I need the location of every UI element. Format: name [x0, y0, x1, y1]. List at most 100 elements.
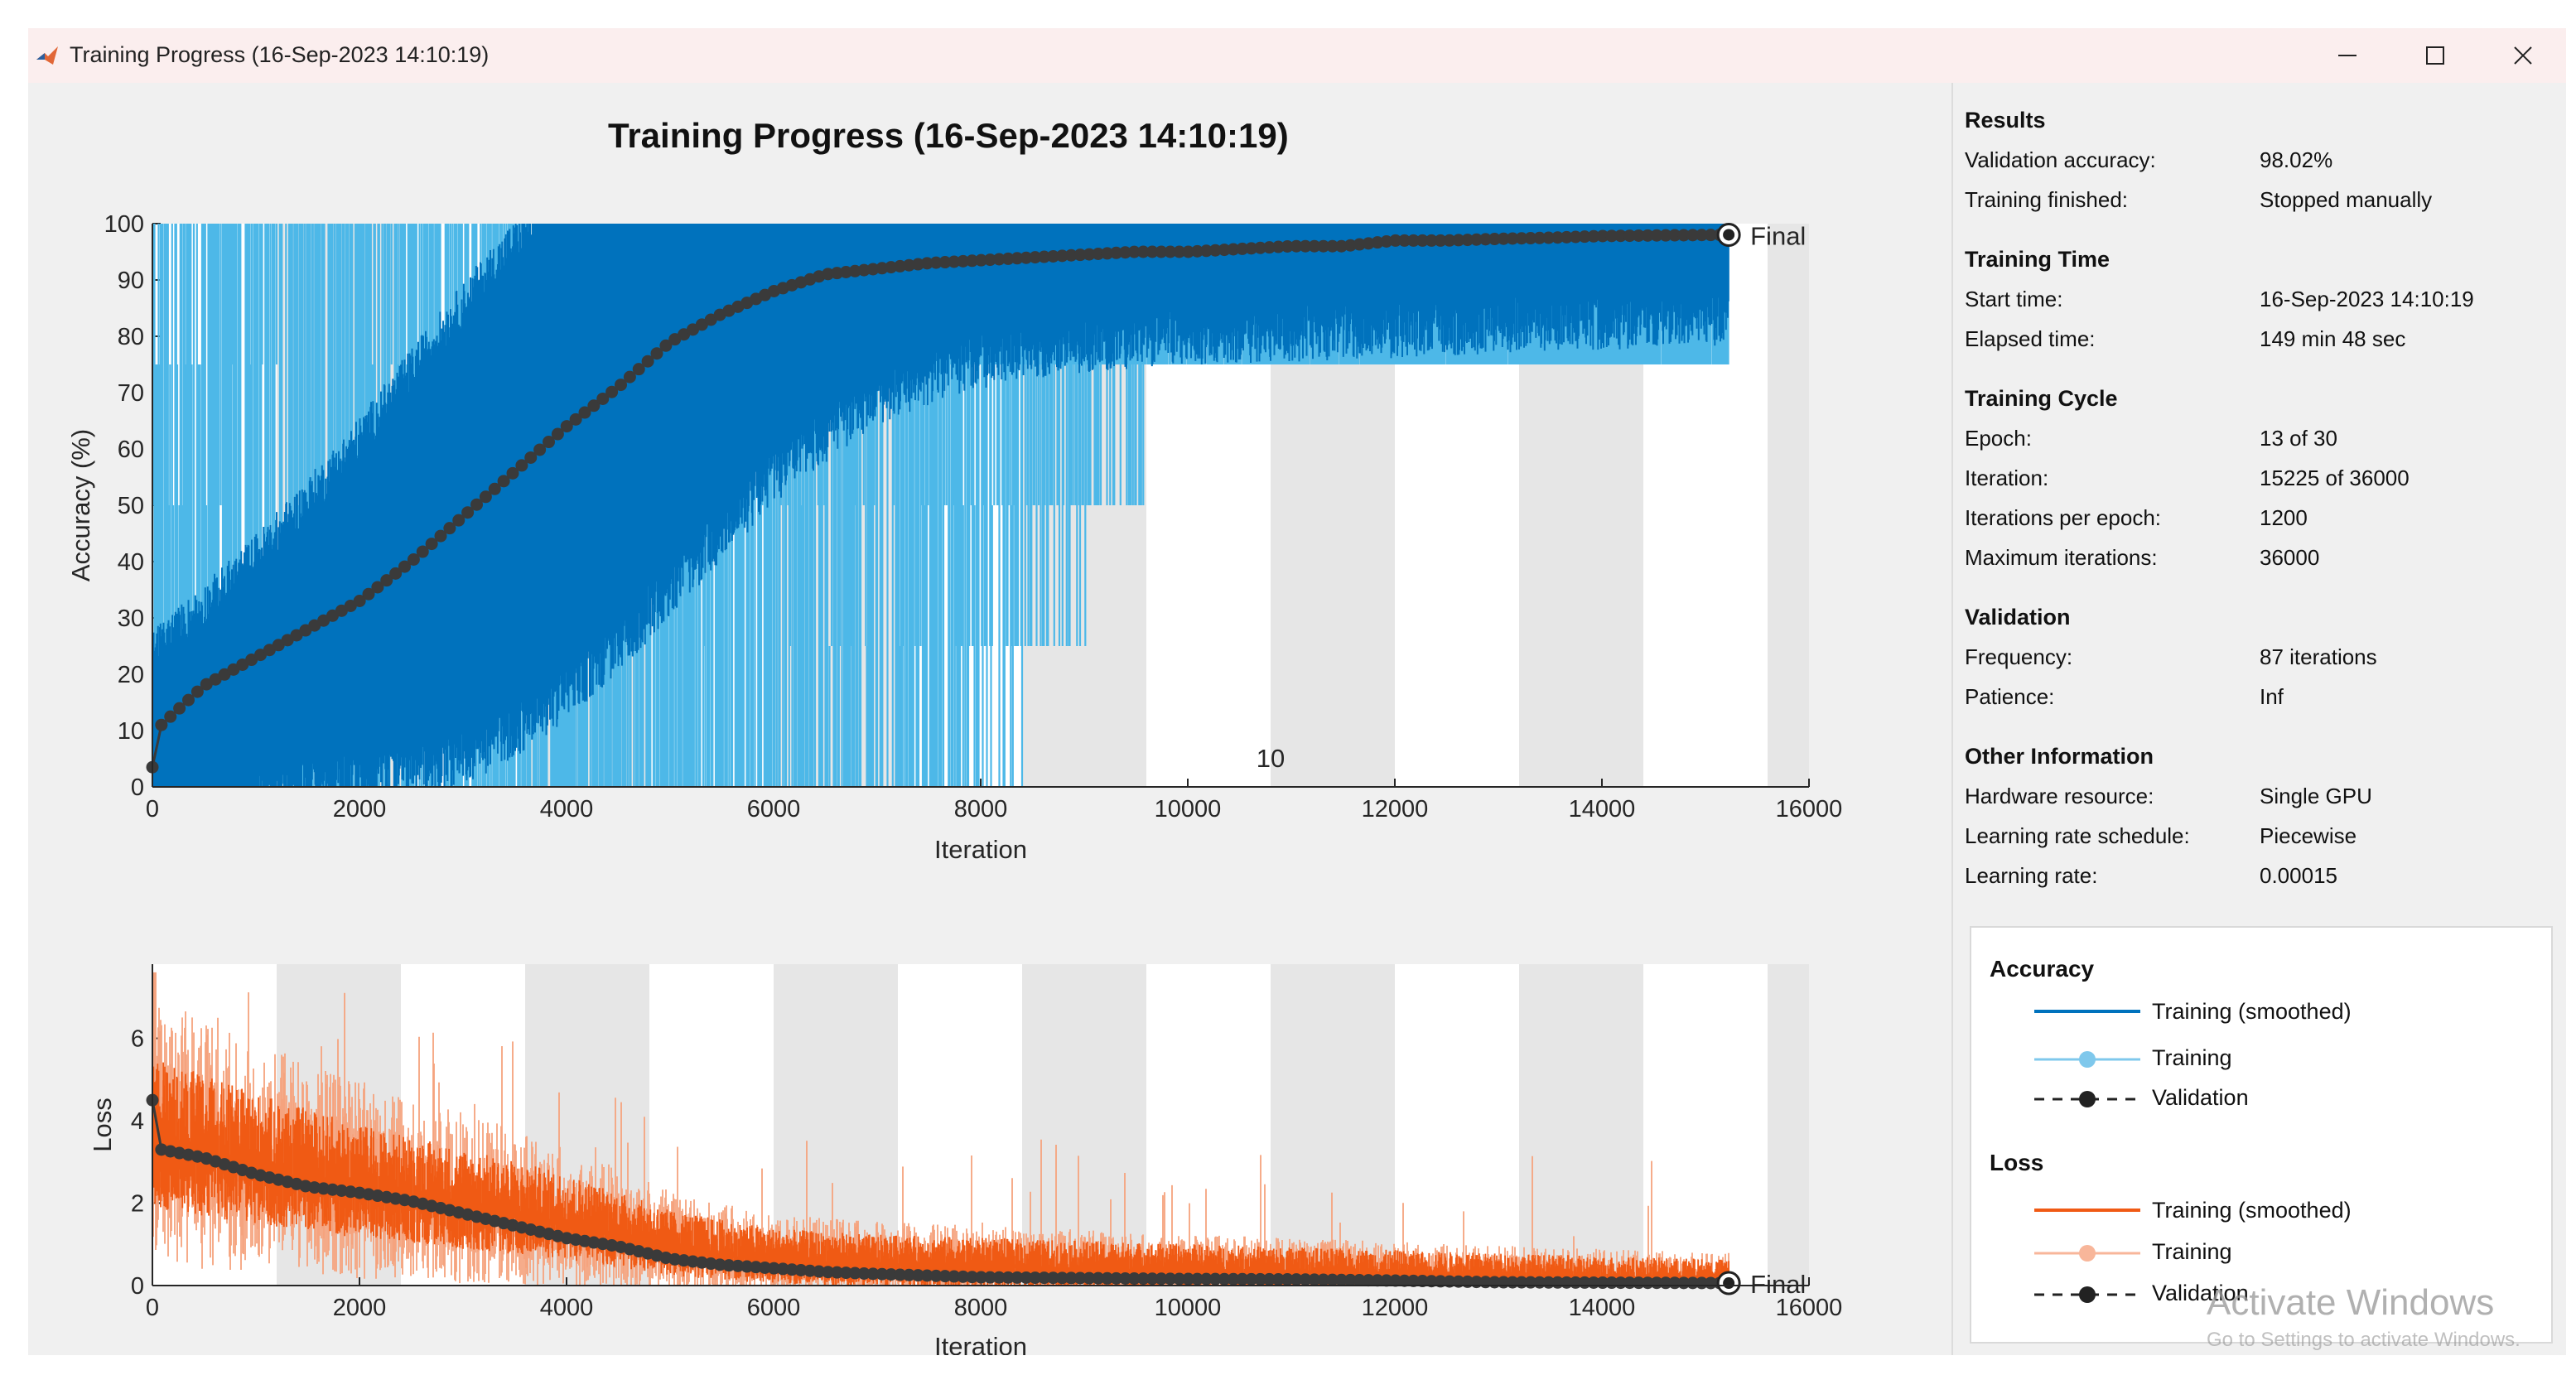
epoch-value: 13 of 30 [2260, 426, 2337, 451]
validation-point [848, 1266, 861, 1280]
x-tick-label: 12000 [1362, 1295, 1429, 1321]
validation-point [308, 1181, 321, 1194]
validation-point [722, 1259, 736, 1272]
info-label: Validation accuracy: [1965, 147, 2156, 172]
validation-point [1488, 233, 1501, 246]
start-time-value: 16-Sep-2023 14:10:19 [2260, 287, 2474, 311]
x-tick-label: 8000 [954, 1295, 1008, 1321]
final-marker-dot [1723, 1277, 1735, 1290]
validation-point [1470, 233, 1483, 246]
validation-point [461, 506, 475, 519]
validation-point [1029, 1271, 1042, 1285]
validation-point [407, 552, 420, 566]
validation-point [1038, 1271, 1051, 1285]
activate-windows-watermark: Activate Windows [2207, 1282, 2495, 1323]
validation-point [443, 522, 456, 535]
validation-point [992, 253, 1006, 266]
legend-loss-validation: Validation [2152, 1281, 2249, 1305]
x-tick-label: 4000 [540, 796, 594, 823]
validation-point [1236, 242, 1249, 255]
legend-loss-training-swatch [2034, 1245, 2140, 1262]
validation-point [1083, 1271, 1096, 1285]
x-tick-label: 4000 [540, 1295, 594, 1321]
y-axis-label: Accuracy (%) [66, 429, 95, 581]
close-button[interactable] [2488, 33, 2558, 78]
validation-point [335, 1184, 348, 1197]
validation-point [317, 1182, 330, 1195]
validation-point [425, 538, 438, 551]
validation-point [1704, 229, 1717, 242]
final-label: Final [1750, 1270, 1806, 1299]
validation-point [1290, 239, 1303, 253]
validation-point [524, 451, 538, 464]
info-label: Hardware resource: [1965, 784, 2154, 808]
legend-acc-training-swatch [2034, 1051, 2140, 1068]
validation-point [929, 1269, 943, 1282]
validation-point [164, 710, 177, 723]
y-tick-label: 0 [131, 774, 144, 801]
validation-point [1254, 1272, 1267, 1286]
title-bar[interactable]: Training Progress (16-Sep-2023 14:10:19) [28, 28, 2566, 83]
validation-point [767, 1262, 780, 1275]
validation-point [1182, 1272, 1195, 1286]
training-progress-window: Training Progress (16-Sep-2023 14:10:19)… [28, 28, 2566, 1355]
validation-point [1380, 1274, 1393, 1287]
validation-point [876, 1267, 889, 1281]
validation-point [1371, 1274, 1384, 1287]
validation-point [1506, 232, 1519, 245]
validation-point [1011, 1271, 1024, 1284]
validation-point [1101, 1271, 1114, 1285]
validation-point [1191, 244, 1204, 258]
validation-point [803, 1264, 817, 1277]
info-scroll-area[interactable]: Results Validation accuracy: 98.02% Trai… [1965, 103, 2545, 901]
legend-acc-smoothed: Training (smoothed) [2152, 999, 2352, 1024]
validation-point [894, 1268, 907, 1281]
legend-acc-training: Training [2152, 1045, 2232, 1070]
validation-point [948, 1270, 961, 1283]
validation-point [1696, 229, 1708, 242]
validation-point [678, 1254, 691, 1267]
validation-point [182, 693, 195, 707]
validation-point [1326, 1273, 1339, 1286]
validation-point [1020, 1271, 1033, 1284]
validation-point [1542, 231, 1556, 244]
validation-point [785, 1263, 798, 1276]
x-tick-label: 2000 [333, 796, 387, 823]
validation-point [1155, 1272, 1168, 1286]
validation-point [1127, 1272, 1141, 1286]
validation-point [452, 514, 466, 527]
validation-point [1110, 246, 1123, 259]
validation-point [983, 253, 996, 267]
validation-point [695, 1256, 708, 1269]
validation-point [704, 1257, 717, 1271]
legend-acc-validation: Validation [2152, 1085, 2249, 1110]
y-tick-label: 70 [118, 380, 144, 407]
validation-point [1605, 229, 1618, 243]
validation-point [966, 254, 979, 268]
training-time-heading: Training Time [1965, 247, 2110, 272]
validation-point [938, 1270, 952, 1283]
validation-point [1335, 1273, 1348, 1286]
validation-point [866, 1267, 880, 1281]
validation-point [1641, 229, 1654, 242]
activate-windows-subtitle: Go to Settings to activate Windows. [2207, 1329, 2521, 1351]
minimize-button[interactable] [2313, 33, 2382, 78]
validation-point [894, 259, 907, 273]
validation-point [1479, 233, 1492, 246]
validation-point [1416, 1275, 1429, 1288]
validation-point [605, 385, 619, 398]
validation-point [1208, 1272, 1222, 1286]
validation-point [1191, 1272, 1204, 1286]
validation-point [813, 1265, 826, 1278]
y-tick-label: 90 [118, 268, 144, 294]
x-axis-label: Iteration [934, 1332, 1027, 1355]
validation-point [416, 545, 429, 558]
x-tick-label: 6000 [747, 1295, 801, 1321]
x-tick-label: 12000 [1362, 796, 1429, 823]
validation-point [822, 1266, 835, 1279]
validation-point [957, 254, 970, 268]
validation-point [1038, 250, 1051, 263]
epoch-band [1768, 964, 1809, 1286]
maximize-button[interactable] [2400, 33, 2470, 78]
validation-point [1218, 244, 1231, 257]
